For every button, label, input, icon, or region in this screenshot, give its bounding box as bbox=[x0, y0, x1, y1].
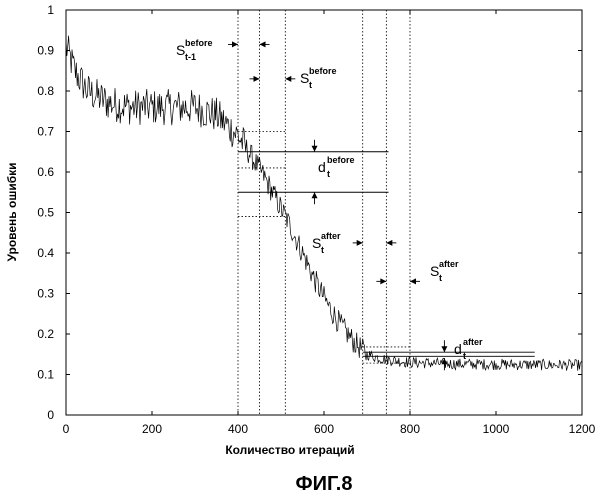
arrow-s-after-1-left bbox=[357, 240, 363, 246]
y-tick-label: 0 bbox=[47, 408, 54, 422]
x-axis-label: Количество итераций bbox=[225, 443, 354, 457]
annotation-symbol: S bbox=[300, 70, 309, 86]
y-tick-label: 0.6 bbox=[37, 165, 54, 179]
x-tick-label: 1200 bbox=[569, 422, 596, 436]
annotation-symbol: d bbox=[454, 341, 462, 357]
annotation-symbol: d bbox=[318, 159, 326, 175]
y-tick-label: 0.8 bbox=[37, 84, 54, 98]
annotation-d-t-before: dbefore t bbox=[318, 155, 355, 179]
annotation-subscript: t bbox=[439, 273, 442, 283]
arrow-s-after-2-left bbox=[380, 278, 386, 284]
annotation-d-t-after: dafter t bbox=[454, 337, 483, 361]
y-tick-label: 0.4 bbox=[37, 246, 54, 260]
annotation-superscript: after bbox=[463, 337, 483, 347]
y-tick-label: 0.3 bbox=[37, 287, 54, 301]
annotation-superscript: before bbox=[327, 155, 355, 165]
annotation-s-t-before: Sbefore t bbox=[300, 66, 337, 90]
arrow-s-after-2-right bbox=[410, 278, 416, 284]
y-tick-label: 0.9 bbox=[37, 44, 54, 58]
annotation-subscript: t bbox=[463, 351, 466, 361]
y-tick-label: 0.7 bbox=[37, 125, 54, 139]
x-tick-label: 800 bbox=[400, 422, 420, 436]
arrow-d-after-top bbox=[441, 346, 447, 352]
arrow-d-before-top bbox=[312, 146, 318, 152]
arrow-s-t-1-right bbox=[260, 41, 266, 47]
annotation-s-t-1-before: Sbefore t-1 bbox=[176, 38, 213, 62]
error-curve-group bbox=[66, 36, 582, 371]
annotation-superscript: before bbox=[309, 66, 337, 76]
arrow-s-t-1-left bbox=[232, 41, 238, 47]
annotation-superscript: after bbox=[321, 231, 341, 241]
annotation-guides bbox=[228, 10, 535, 415]
annotation-symbol: S bbox=[176, 42, 185, 58]
arrow-s-t-right bbox=[285, 76, 291, 82]
x-tick-label: 600 bbox=[314, 422, 334, 436]
x-tick-label: 400 bbox=[228, 422, 248, 436]
annotation-superscript: before bbox=[185, 38, 213, 48]
y-tick-label: 1 bbox=[47, 3, 54, 17]
arrow-s-t-left bbox=[254, 76, 260, 82]
annotation-s-t-after-2: Safter t bbox=[430, 259, 459, 283]
annotation-symbol: S bbox=[312, 235, 321, 251]
annotation-subscript: t bbox=[327, 169, 330, 179]
y-tick-label: 0.5 bbox=[37, 206, 54, 220]
annotation-subscript: t-1 bbox=[185, 52, 196, 62]
x-tick-label: 0 bbox=[63, 422, 70, 436]
arrow-d-before-bottom bbox=[312, 192, 318, 198]
y-tick-label: 0.1 bbox=[37, 368, 54, 382]
annotation-subscript: t bbox=[321, 245, 324, 255]
figure-label: ФИГ.8 bbox=[296, 473, 353, 495]
x-tick-label: 1000 bbox=[483, 422, 510, 436]
error-curve bbox=[66, 36, 582, 371]
annotation-s-t-after-1: Safter t bbox=[312, 231, 341, 255]
annotation-labels: Sbeforet-1SbeforetdbeforetSaftertSaftert… bbox=[176, 38, 483, 361]
arrow-s-after-1-right bbox=[386, 240, 392, 246]
y-axis-label: Уровень ошибки bbox=[5, 162, 19, 261]
annotation-symbol: S bbox=[430, 263, 439, 279]
y-tick-label: 0.2 bbox=[37, 327, 54, 341]
annotation-superscript: after bbox=[439, 259, 459, 269]
x-tick-label: 200 bbox=[142, 422, 162, 436]
annotation-subscript: t bbox=[309, 80, 312, 90]
